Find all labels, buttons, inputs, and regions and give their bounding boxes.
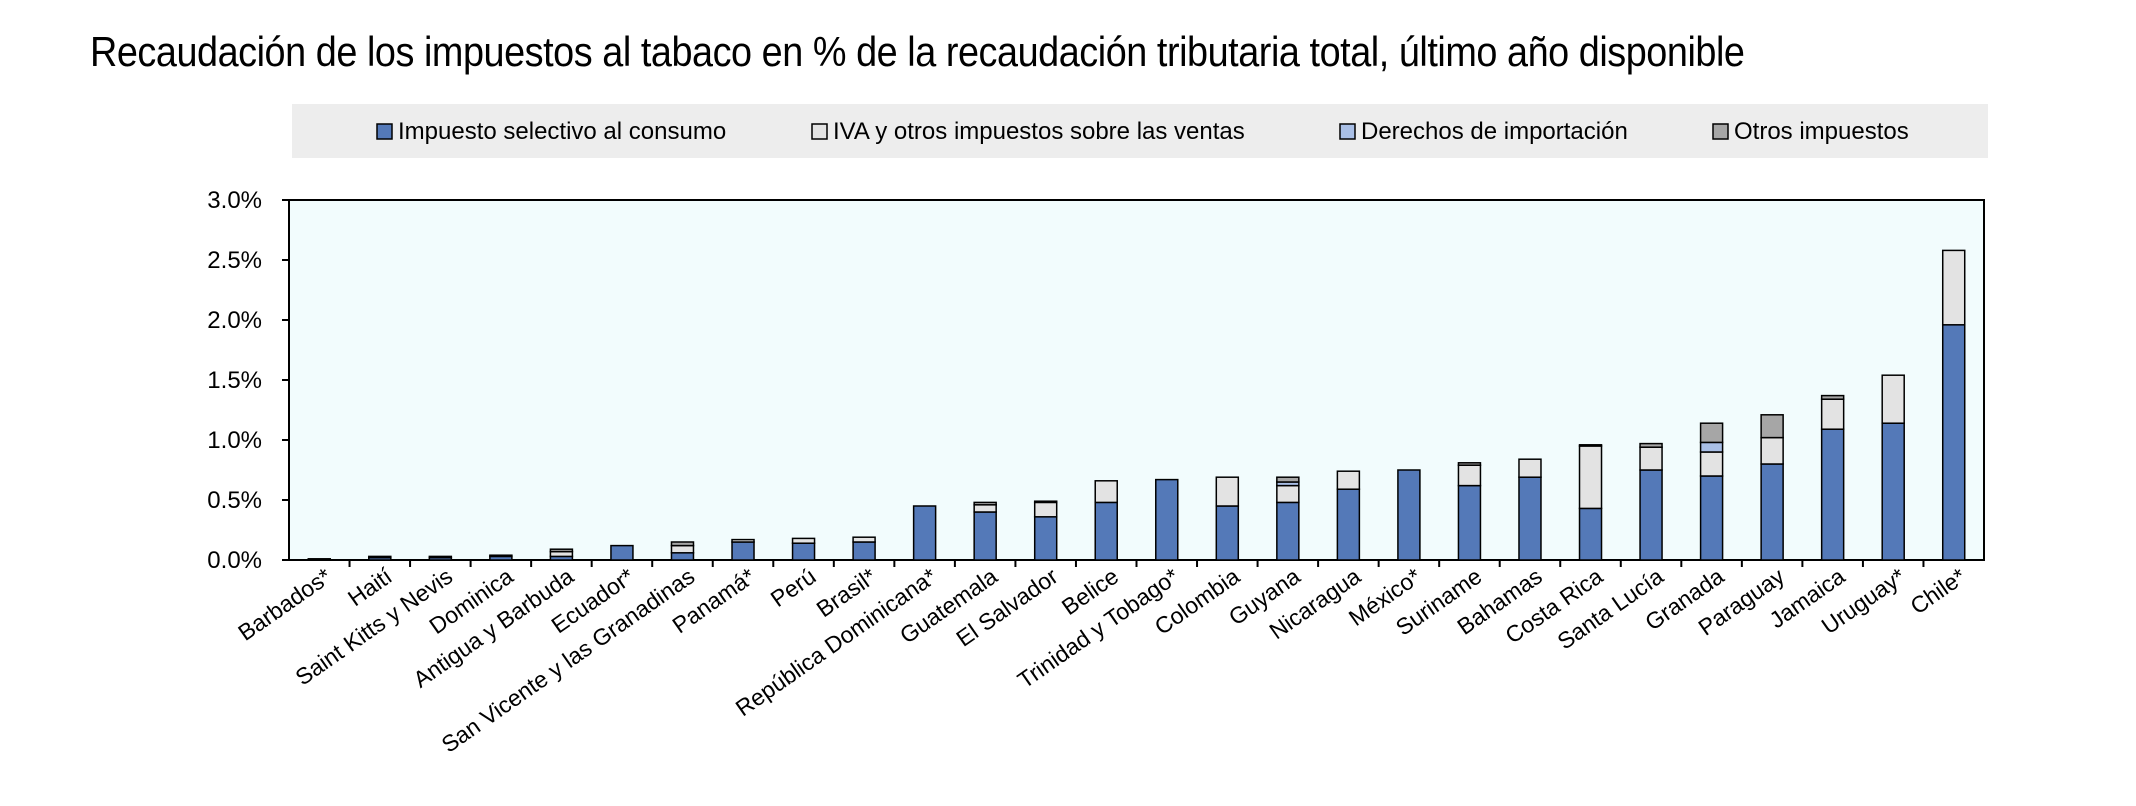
bar-segment xyxy=(670,544,695,554)
bar-segment xyxy=(1760,414,1784,439)
bar-segment xyxy=(1699,441,1724,453)
legend-label: IVA y otros impuestos sobre las ventas xyxy=(833,118,1245,145)
bar-segment xyxy=(1215,505,1240,561)
bar-segment xyxy=(1578,444,1603,447)
bar-segment xyxy=(1276,501,1300,561)
bar-segment xyxy=(1518,458,1542,478)
bar-segment xyxy=(1276,476,1300,483)
y-tick-label: 2.0% xyxy=(207,307,262,334)
legend-label: Impuesto selectivo al consumo xyxy=(398,118,726,145)
bar-segment xyxy=(1336,470,1361,490)
bar-segment xyxy=(1639,442,1663,448)
bar-segment xyxy=(1699,422,1724,444)
bar-segment xyxy=(1578,445,1603,510)
bar-segment xyxy=(791,537,816,544)
bar-segment xyxy=(791,542,816,561)
legend: Impuesto selectivo al consumo IVA y otros… xyxy=(376,118,1909,145)
bar-segment xyxy=(1457,484,1482,561)
x-tick-label: Perú xyxy=(766,563,821,612)
bar-segment xyxy=(307,558,332,561)
bar-segment xyxy=(1033,516,1058,561)
bar-segment xyxy=(1639,446,1663,471)
bar-segment xyxy=(731,538,755,543)
bar-segment xyxy=(428,555,453,559)
bar-segment xyxy=(1033,501,1058,518)
legend-swatch xyxy=(1339,123,1356,140)
bar-segment xyxy=(1760,463,1784,561)
bar-segment xyxy=(1033,500,1058,504)
legend-label: Derechos de importación xyxy=(1361,118,1628,145)
bar-segment xyxy=(1457,462,1482,466)
bar-segment xyxy=(1941,324,1966,561)
y-tick-label: 3.0% xyxy=(207,187,262,214)
bar-segment xyxy=(1215,476,1240,507)
bar-segment xyxy=(1699,451,1724,477)
bar-segment xyxy=(1276,484,1300,504)
bar-segment xyxy=(1155,478,1179,561)
chart-title: Recaudación de los impuestos al tabaco e… xyxy=(90,28,1745,75)
bar-segment xyxy=(1820,398,1845,430)
legend-swatch xyxy=(376,123,393,140)
bar-segment xyxy=(1457,464,1482,487)
bar-segment xyxy=(1760,436,1784,465)
bar-segment xyxy=(1699,475,1724,561)
plot-area xyxy=(288,199,1985,561)
bar-segment xyxy=(1881,374,1905,424)
bar-segment xyxy=(973,501,997,506)
bar-segment xyxy=(670,541,695,547)
y-axis: 0.0% 0.5% 1.0% 1.5% 2.0% 2.5% 3.0% xyxy=(207,187,289,574)
bar-segment xyxy=(1820,428,1845,561)
bar-segment xyxy=(1336,488,1361,561)
x-tick-label: Barbados* xyxy=(233,563,336,646)
bar-segment xyxy=(1397,469,1421,561)
bar-segment xyxy=(1639,469,1663,561)
bar-segment xyxy=(912,505,937,561)
x-tick-label: Chile* xyxy=(1905,563,1970,620)
y-tick-label: 1.5% xyxy=(207,367,262,394)
legend-label: Otros impuestos xyxy=(1734,118,1909,145)
y-tick-label: 0.5% xyxy=(207,487,262,514)
y-tick-label: 1.0% xyxy=(207,427,262,454)
bar-segment xyxy=(1094,480,1118,504)
bar-segment xyxy=(549,548,574,553)
legend-box xyxy=(292,104,1988,158)
bars xyxy=(307,249,1966,567)
bar-segment xyxy=(731,541,755,561)
bar-segment xyxy=(368,555,392,559)
bar-segment xyxy=(670,552,695,561)
bar-segment xyxy=(489,554,513,558)
legend-swatch xyxy=(1712,123,1729,140)
bar-segment xyxy=(1941,249,1966,326)
bar-segment xyxy=(1094,501,1118,561)
bar-segment xyxy=(973,511,997,561)
bar-segment xyxy=(610,544,634,561)
bar-segment xyxy=(1518,476,1542,561)
y-tick-label: 0.0% xyxy=(207,547,262,574)
bar-segment xyxy=(852,536,876,543)
bar-segment xyxy=(973,504,997,513)
bar-segment xyxy=(1820,394,1845,400)
y-tick-label: 2.5% xyxy=(207,247,262,274)
bar-segment xyxy=(1881,422,1905,561)
bar-segment xyxy=(1578,507,1603,561)
legend-swatch xyxy=(811,123,828,140)
bar-segment xyxy=(852,541,876,561)
